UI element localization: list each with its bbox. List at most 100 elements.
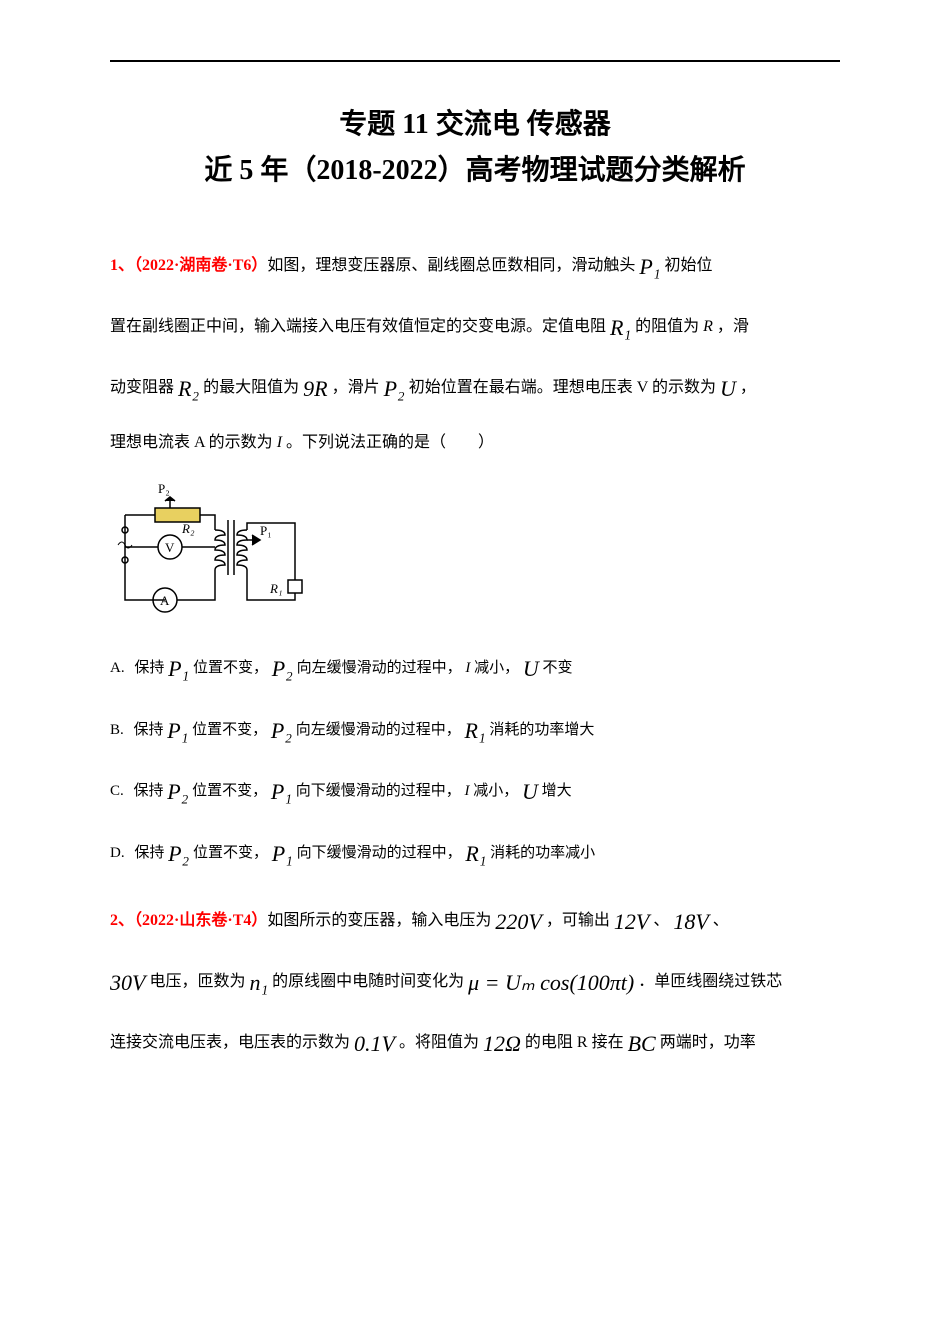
optD-t3: 向下缓慢滑动的过程中， bbox=[297, 845, 462, 861]
optC-v1: P₂ bbox=[167, 779, 188, 804]
title2-prefix: 近 5 年（ bbox=[204, 155, 316, 186]
optB-t2: 位置不变， bbox=[192, 722, 267, 738]
optC-t5: 增大 bbox=[542, 783, 572, 799]
optC-label: C. bbox=[110, 783, 124, 799]
q2-para2: 30V 电压，匝数为 n₁ 的原线圈中电随时间变化为 μ = Uₘ cos(10… bbox=[110, 954, 840, 1011]
optA-t3: 向左缓慢滑动的过程中， bbox=[297, 660, 462, 676]
optD-label: D. bbox=[110, 845, 125, 861]
title-line1: 专题 11 交流电 传感器 bbox=[110, 102, 840, 142]
optB-v3: R₁ bbox=[465, 718, 486, 743]
q2-td: 的原线圈中电随时间变化为 bbox=[272, 973, 464, 990]
q1-para3: 动变阻器 R₂ 的最大阻值为 9R ，滑片 P₂ 初始位置在最右端。理想电压表 … bbox=[110, 360, 840, 417]
q1-R1: R₁ bbox=[610, 315, 631, 340]
lbl-P1: P₁ bbox=[260, 523, 272, 538]
optD-t4: 消耗的功率减小 bbox=[490, 845, 595, 861]
optA-v1: P₁ bbox=[168, 656, 189, 681]
q1-para4: 理想电流表 A 的示数为 I 。下列说法正确的是（ ） bbox=[110, 422, 840, 464]
optC-v2: P₁ bbox=[271, 779, 292, 804]
optD-v2: P₁ bbox=[272, 841, 293, 866]
optA-t5: 不变 bbox=[542, 660, 572, 676]
q2-BC: BC bbox=[628, 1031, 656, 1056]
q2-12v: 12V bbox=[614, 909, 649, 934]
q1-tl: 。下列说法正确的是（ ） bbox=[286, 434, 494, 451]
optC-t4: 减小， bbox=[473, 783, 518, 799]
optA-t4: 减小， bbox=[474, 660, 519, 676]
q1-tc: 置在副线圈正中间，输入端接入电压有效值恒定的交变电源。定值电阻 bbox=[110, 318, 606, 335]
q2-18v: 18V bbox=[673, 909, 708, 934]
q2-formula: μ = Uₘ cos(100πt) bbox=[468, 970, 634, 995]
q1-P1: P₁ bbox=[639, 254, 660, 279]
q2-th: 的电阻 R 接在 bbox=[525, 1034, 624, 1051]
optC-t2: 位置不变， bbox=[192, 783, 267, 799]
q2-para3: 连接交流电压表，电压表的示数为 0.1V 。将阻值为 12Ω 的电阻 R 接在 … bbox=[110, 1015, 840, 1072]
optD-v1: P₂ bbox=[168, 841, 189, 866]
lbl-A: A bbox=[160, 593, 170, 608]
title2-years: 2018-2022 bbox=[316, 155, 437, 186]
q1-U: U bbox=[720, 376, 736, 401]
optB-t4: 消耗的功率增大 bbox=[489, 722, 594, 738]
optD-t1: 保持 bbox=[134, 845, 164, 861]
optC-t3: 向下缓慢滑动的过程中， bbox=[296, 783, 461, 799]
q1-source: （2022·湖南卷·T6） bbox=[134, 257, 267, 274]
optC-v4: U bbox=[522, 779, 538, 804]
q2-ta: 如图所示的变压器，输入电压为 bbox=[267, 912, 491, 929]
q1-th: ，滑片 bbox=[332, 379, 380, 396]
lbl-P2: P₂ bbox=[158, 481, 170, 496]
optB-v1: P₁ bbox=[167, 718, 188, 743]
q2-para1: 2、（2022·山东卷·T4）如图所示的变压器，输入电压为 220V ，可输出 … bbox=[110, 893, 840, 950]
page: 专题 11 交流电 传感器 近 5 年（2018-2022）高考物理试题分类解析… bbox=[0, 0, 950, 1116]
q1-tg: 的最大阻值为 bbox=[203, 379, 299, 396]
q2-12ohm: 12Ω bbox=[483, 1031, 521, 1056]
q1-para1: 1、（2022·湖南卷·T6）如图，理想变压器原、副线圈总匝数相同，滑动触头 P… bbox=[110, 238, 840, 295]
lbl-V: V bbox=[165, 540, 175, 555]
q1-tb: 初始位 bbox=[664, 257, 712, 274]
optA-v3: I bbox=[465, 660, 470, 676]
q1-tf: 动变阻器 bbox=[110, 379, 174, 396]
q2-tg: 。将阻值为 bbox=[399, 1034, 479, 1051]
q2-source: （2022·山东卷·T4） bbox=[134, 912, 267, 929]
optA-v2: P₂ bbox=[272, 656, 293, 681]
q2-220: 220V bbox=[495, 909, 541, 934]
optD-v3: R₁ bbox=[465, 841, 486, 866]
q2-tc: 电压，匝数为 bbox=[149, 973, 245, 990]
optA-v4: U bbox=[523, 656, 539, 681]
q1-R2: R₂ bbox=[178, 376, 199, 401]
optC-t1: 保持 bbox=[134, 783, 164, 799]
q2-tb: ，可输出 bbox=[546, 912, 610, 929]
q1-td: 的阻值为 bbox=[635, 318, 699, 335]
q1-ta: 如图，理想变压器原、副线圈总匝数相同，滑动触头 bbox=[267, 257, 635, 274]
q2-te: ．单匝线圈绕过铁芯 bbox=[638, 973, 782, 990]
q1-I: I bbox=[277, 434, 282, 451]
optB-label: B. bbox=[110, 722, 124, 738]
title-block: 专题 11 交流电 传感器 近 5 年（2018-2022）高考物理试题分类解析 bbox=[110, 102, 840, 188]
q1-R: R bbox=[703, 318, 713, 335]
q2-tf: 连接交流电压表，电压表的示数为 bbox=[110, 1034, 350, 1051]
lbl-R1: R₁ bbox=[269, 581, 282, 596]
q2-ti: 两端时，功率 bbox=[660, 1034, 756, 1051]
optC-v3: I bbox=[465, 783, 470, 799]
title2-suffix: ）高考物理试题分类解析 bbox=[438, 155, 746, 186]
optB-t1: 保持 bbox=[134, 722, 164, 738]
q2-n1: n₁ bbox=[249, 970, 268, 995]
q2-sep1: 、 bbox=[653, 912, 669, 929]
q1-optC: C. 保持 P₂ 位置不变， P₁ 向下缓慢滑动的过程中， I 减小， U 增大 bbox=[110, 761, 840, 823]
optB-t3: 向左缓慢滑动的过程中， bbox=[296, 722, 461, 738]
optA-t2: 位置不变， bbox=[193, 660, 268, 676]
circuit-svg: P₂ R₂ V A bbox=[110, 475, 310, 615]
q2-num: 2、 bbox=[110, 912, 134, 929]
q1-optD: D. 保持 P₂ 位置不变， P₁ 向下缓慢滑动的过程中， R₁ 消耗的功率减小 bbox=[110, 823, 840, 885]
optA-t1: 保持 bbox=[134, 660, 164, 676]
q1-optB: B. 保持 P₁ 位置不变， P₂ 向左缓慢滑动的过程中， R₁ 消耗的功率增大 bbox=[110, 700, 840, 762]
q1-num: 1、 bbox=[110, 257, 134, 274]
title-line2: 近 5 年（2018-2022）高考物理试题分类解析 bbox=[110, 148, 840, 188]
q1-tk: 理想电流表 A 的示数为 bbox=[110, 434, 273, 451]
q2-01v: 0.1V bbox=[354, 1031, 395, 1056]
q1-para2: 置在副线圈正中间，输入端接入电压有效值恒定的交变电源。定值电阻 R₁ 的阻值为 … bbox=[110, 299, 840, 356]
q1-diagram: P₂ R₂ V A bbox=[110, 475, 840, 620]
lbl-R2: R₂ bbox=[181, 521, 195, 536]
optB-v2: P₂ bbox=[271, 718, 292, 743]
q1-ti: 初始位置在最右端。理想电压表 V 的示数为 bbox=[409, 379, 716, 396]
q1-optA: A. 保持 P₁ 位置不变， P₂ 向左缓慢滑动的过程中， I 减小， U 不变 bbox=[110, 638, 840, 700]
q1-P2: P₂ bbox=[384, 376, 405, 401]
optA-label: A. bbox=[110, 660, 125, 676]
